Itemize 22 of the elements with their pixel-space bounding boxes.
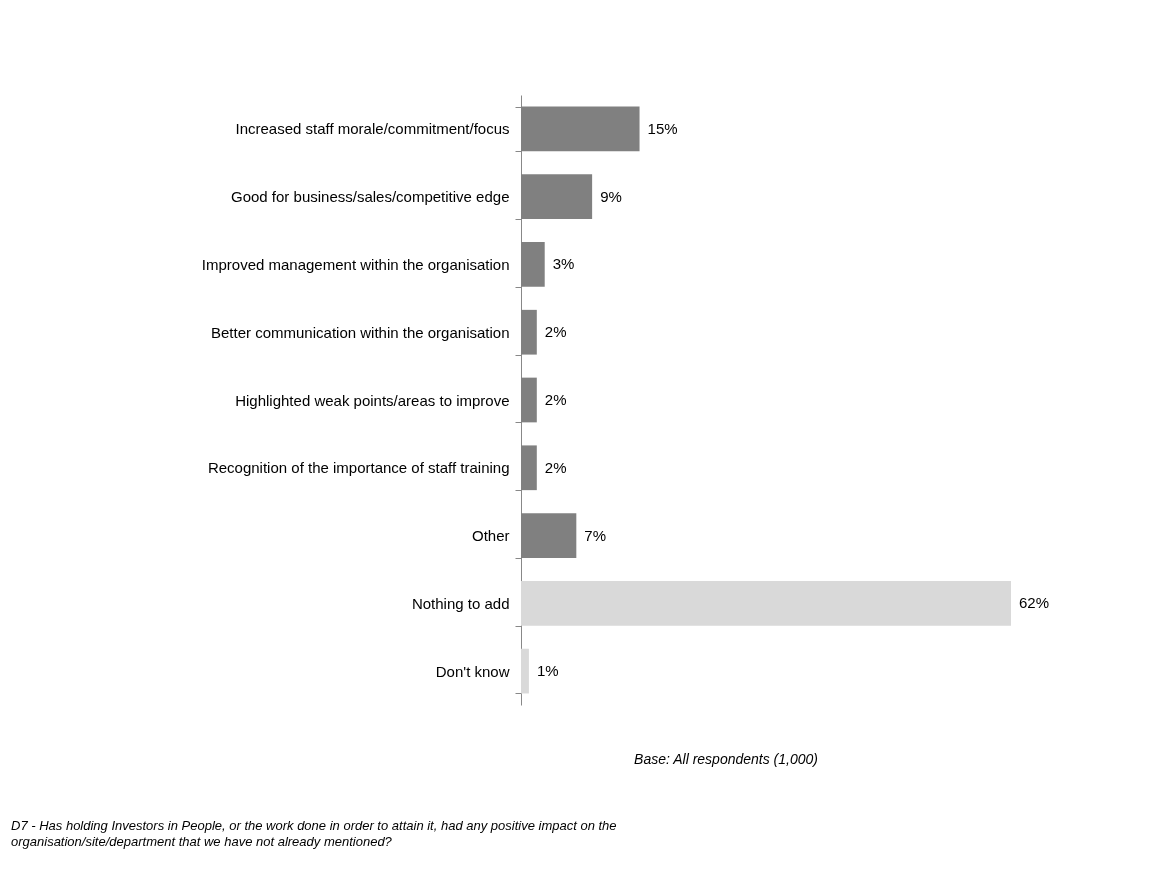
data-label: 15% [647, 119, 678, 137]
data-label: 3% [552, 255, 575, 273]
y-tick-label: Nothing to add [411, 594, 510, 612]
bar [521, 580, 1011, 626]
y-tick-label: Recognition of the importance of staff training [207, 459, 510, 477]
data-label: 1% [536, 662, 559, 680]
data-label: 9% [600, 187, 622, 205]
y-tick-label: Other [471, 527, 510, 545]
y-tick-label: Improved management within the organisation [201, 255, 510, 273]
data-label: 62% [1019, 594, 1050, 612]
data-label: 7% [584, 526, 607, 544]
bar [521, 648, 529, 694]
data-label: 2% [544, 458, 567, 476]
y-tick-label: Increased staff morale/commitment/focus [235, 120, 510, 138]
y-tick-label: Good for business/sales/competitive edge [231, 188, 510, 206]
text: Base: All respondents (1,000) [634, 751, 818, 767]
data-label: 2% [544, 323, 567, 341]
text: D7 - Has holding Investors in People, or the work done in order to attain it, had any positive impact on the organisation/site/department that we have not already mentioned? [11, 818, 617, 849]
y-tick-label: Better communication within the organisation [211, 323, 510, 341]
y-tick-label: Highlighted weak points/areas to improve [235, 391, 510, 409]
y-tick-label: Don't know [435, 662, 510, 680]
data-label: 2% [544, 391, 567, 408]
